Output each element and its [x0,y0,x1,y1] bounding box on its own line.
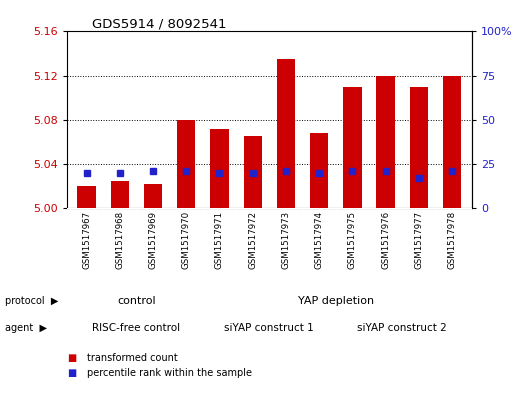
Text: RISC-free control: RISC-free control [92,323,181,333]
Bar [443,75,461,208]
Bar [377,75,394,208]
Text: GSM1517973: GSM1517973 [282,211,290,269]
Text: GSM1517978: GSM1517978 [447,211,457,269]
Bar [111,181,129,208]
Bar [244,136,262,208]
Text: GSM1517975: GSM1517975 [348,211,357,269]
Text: GSM1517970: GSM1517970 [182,211,191,269]
Text: YAP depletion: YAP depletion [298,296,374,306]
Text: GSM1517967: GSM1517967 [82,211,91,269]
Bar [177,120,195,208]
Text: GSM1517968: GSM1517968 [115,211,124,269]
Text: GSM1517969: GSM1517969 [149,211,157,269]
Bar [144,184,162,208]
Text: GSM1517976: GSM1517976 [381,211,390,269]
Text: siYAP construct 1: siYAP construct 1 [225,323,314,333]
Bar [77,186,96,208]
Text: GDS5914 / 8092541: GDS5914 / 8092541 [92,18,227,31]
Text: ■: ■ [67,353,76,363]
Bar [410,87,428,208]
Text: percentile rank within the sample: percentile rank within the sample [87,368,252,378]
Text: protocol  ▶: protocol ▶ [5,296,58,306]
Text: transformed count: transformed count [87,353,178,363]
Text: control: control [117,296,156,306]
Bar [343,87,362,208]
Bar [277,59,295,208]
Bar [210,129,229,208]
Text: ■: ■ [67,368,76,378]
Bar [310,133,328,208]
Text: GSM1517971: GSM1517971 [215,211,224,269]
Text: GSM1517974: GSM1517974 [314,211,324,269]
Text: GSM1517977: GSM1517977 [415,211,423,269]
Text: siYAP construct 2: siYAP construct 2 [358,323,447,333]
Text: GSM1517972: GSM1517972 [248,211,257,269]
Text: agent  ▶: agent ▶ [5,323,47,333]
